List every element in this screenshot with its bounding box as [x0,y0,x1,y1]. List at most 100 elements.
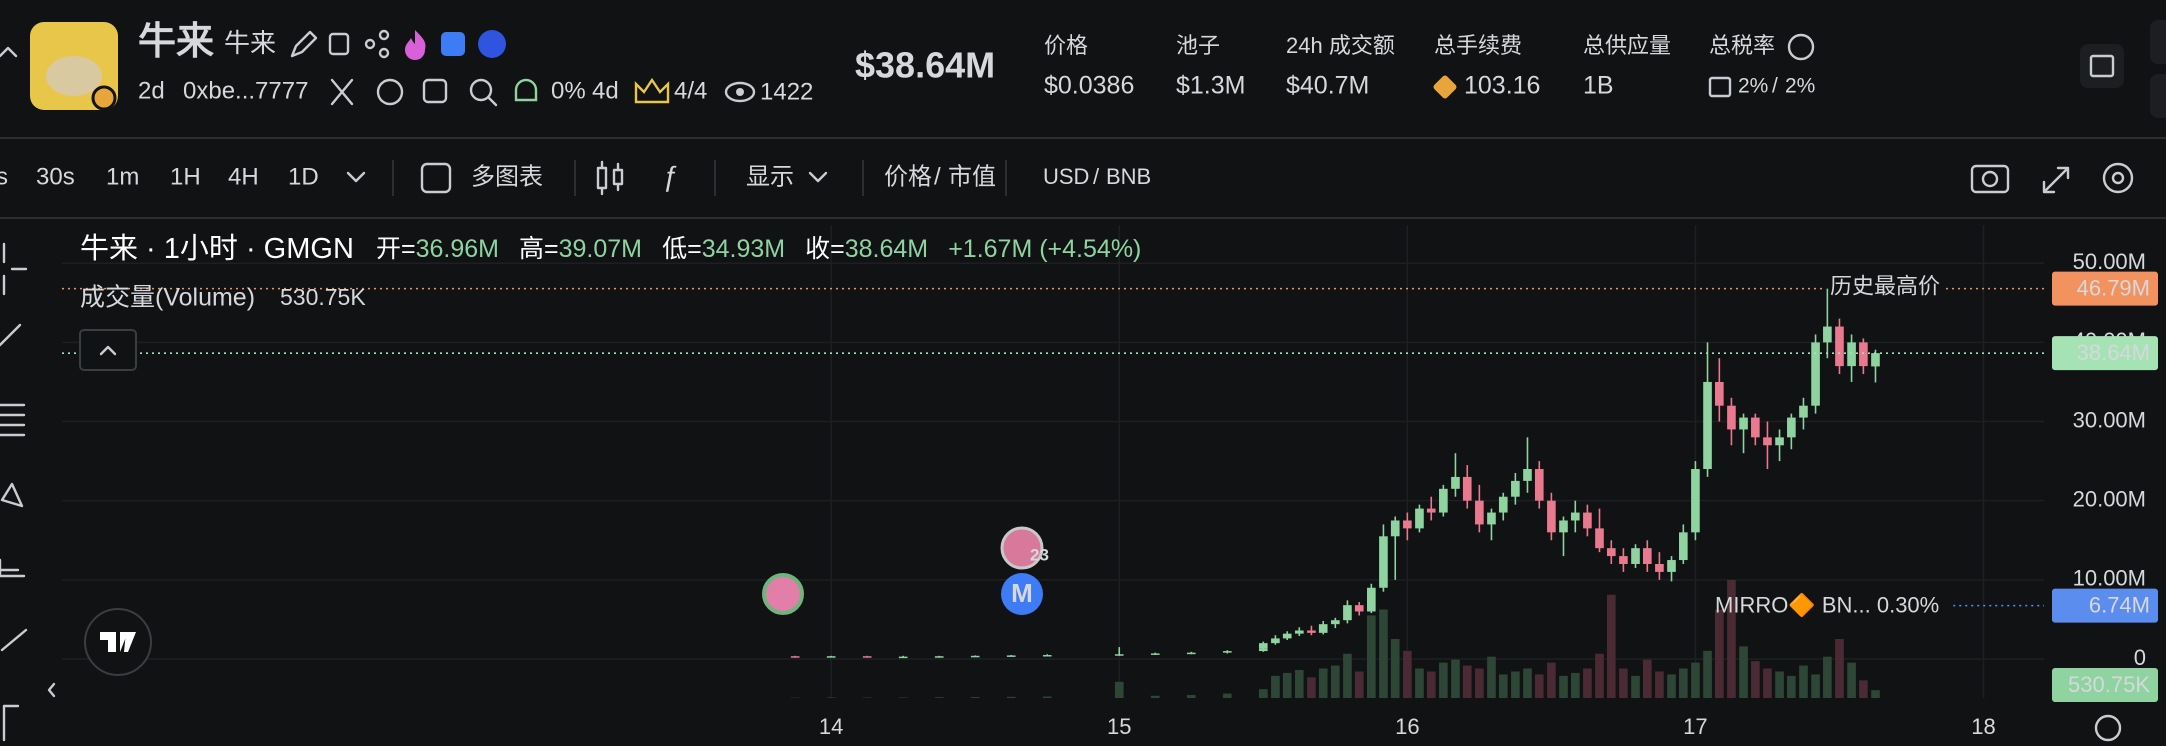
checkbox[interactable] [420,162,452,194]
camera-icon[interactable] [1970,164,2010,194]
chat-icon[interactable] [422,78,448,104]
chart: 1415161718010.00M20.00M30.00M40.00M50.00… [62,225,2158,739]
candle-body [1763,437,1772,446]
edit-icon[interactable] [290,30,318,58]
event-marker[interactable] [1000,526,1044,570]
candle-type-icon[interactable] [596,160,624,196]
volume-value: 530.75K [280,284,366,310]
volume-bar [862,697,872,698]
interval[interactable]: 1D [288,163,319,190]
base-toggle[interactable]: BNB [1106,164,1151,189]
candle-body [1186,652,1196,655]
collapse-tools[interactable] [47,682,56,698]
chevron[interactable] [808,171,828,183]
candle-body [1462,476,1472,501]
search-icon[interactable] [469,78,493,102]
help-icon[interactable] [1787,33,1815,61]
views: 1422 [760,78,813,105]
candle-body [1606,548,1616,557]
tool-fib[interactable] [0,403,26,437]
multi-chart[interactable]: 多图表 [471,163,543,190]
contract-address[interactable]: 0xbe...7777 [183,77,308,104]
candle-body [1715,381,1724,406]
tool-text[interactable] [2,704,20,742]
volume-bar [934,697,944,698]
volume-bar [1451,659,1460,698]
panel-icon [2089,54,2115,78]
stat-label: 总税率 [1709,33,1775,58]
token-alias: 牛来 [224,28,276,58]
interval-active[interactable]: 1H [170,163,201,190]
interval[interactable]: 4H [228,163,259,190]
volume-bar [1583,668,1592,698]
interval[interactable]: 1m [106,163,139,190]
volume-bar [1727,580,1736,698]
volume-bar [1511,671,1520,698]
side-button[interactable] [2150,20,2166,64]
candle-body [826,656,836,658]
tool-measure[interactable] [0,558,26,578]
legend-value: 39.07M [559,235,642,263]
fire-icon[interactable] [405,30,426,60]
tradingview-logo[interactable] [84,608,152,676]
tool-line[interactable] [0,323,22,347]
candle-body [1811,342,1820,406]
panel-button[interactable] [2080,44,2124,88]
candle-body [1703,381,1712,470]
legend-value: 36.96M [416,235,499,263]
volume-bar [1415,668,1424,698]
share-icon[interactable] [364,29,390,59]
interval[interactable]: 30s [36,163,75,190]
settings-icon[interactable] [2102,162,2134,194]
candle-body [1042,655,1052,657]
legend-value: 38.64M [845,235,928,263]
tool-brush[interactable] [0,628,28,652]
twitter-verified-icon[interactable] [441,32,465,56]
event-marker[interactable] [762,573,804,615]
price-tag [2052,271,2158,306]
volume-tag [2052,668,2158,702]
legend-title: 牛来 · 1小时 · GMGN [80,232,354,265]
x-icon[interactable] [330,78,354,106]
x-tick-label: 16 [1395,714,1419,739]
volume-bar [1271,675,1280,698]
site-icon[interactable] [478,30,506,58]
copy-icon[interactable] [328,32,350,56]
drawing-tools [0,242,56,742]
volume-bar [1871,690,1880,698]
candle-body [1294,630,1304,634]
y-tick-label: 50.00M [2073,249,2146,274]
axis-settings[interactable] [2094,714,2122,742]
currency-toggle[interactable]: USD [1043,164,1089,189]
market-cap-toggle[interactable]: 市值 [948,163,996,190]
chevron[interactable] [346,171,366,183]
price-tag [2052,336,2158,371]
market-cap: $38.64M [855,45,995,86]
volume-bar [1367,615,1376,698]
volume-bar [1042,696,1052,698]
candle-body [1307,630,1316,633]
stat-value: 103.16 [1464,72,1540,100]
candle-body [1258,643,1268,649]
price-toggle[interactable]: 价格 [884,163,932,190]
volume-bar [1222,693,1232,698]
tool-cursor[interactable] [2,242,28,296]
display-menu[interactable]: 显示 [746,163,794,190]
fullscreen-icon[interactable] [2042,166,2070,194]
side-button[interactable] [2150,74,2166,118]
chart-icon[interactable] [376,78,404,106]
interval[interactable]: s [0,163,8,190]
volume-bar [1679,668,1688,698]
nav-icon[interactable] [0,46,18,58]
event-marker[interactable] [1001,573,1043,615]
price-tag-label: 46.79M [2077,275,2150,300]
collapse-legend[interactable] [79,329,137,371]
indicator-icon[interactable]: ƒ [662,160,678,191]
tool-pattern[interactable] [0,482,24,508]
volume-bar [1859,680,1868,698]
volume-bar [1642,659,1652,698]
y-tick-label: 0 [2134,645,2146,670]
volume-bar [1559,675,1568,698]
